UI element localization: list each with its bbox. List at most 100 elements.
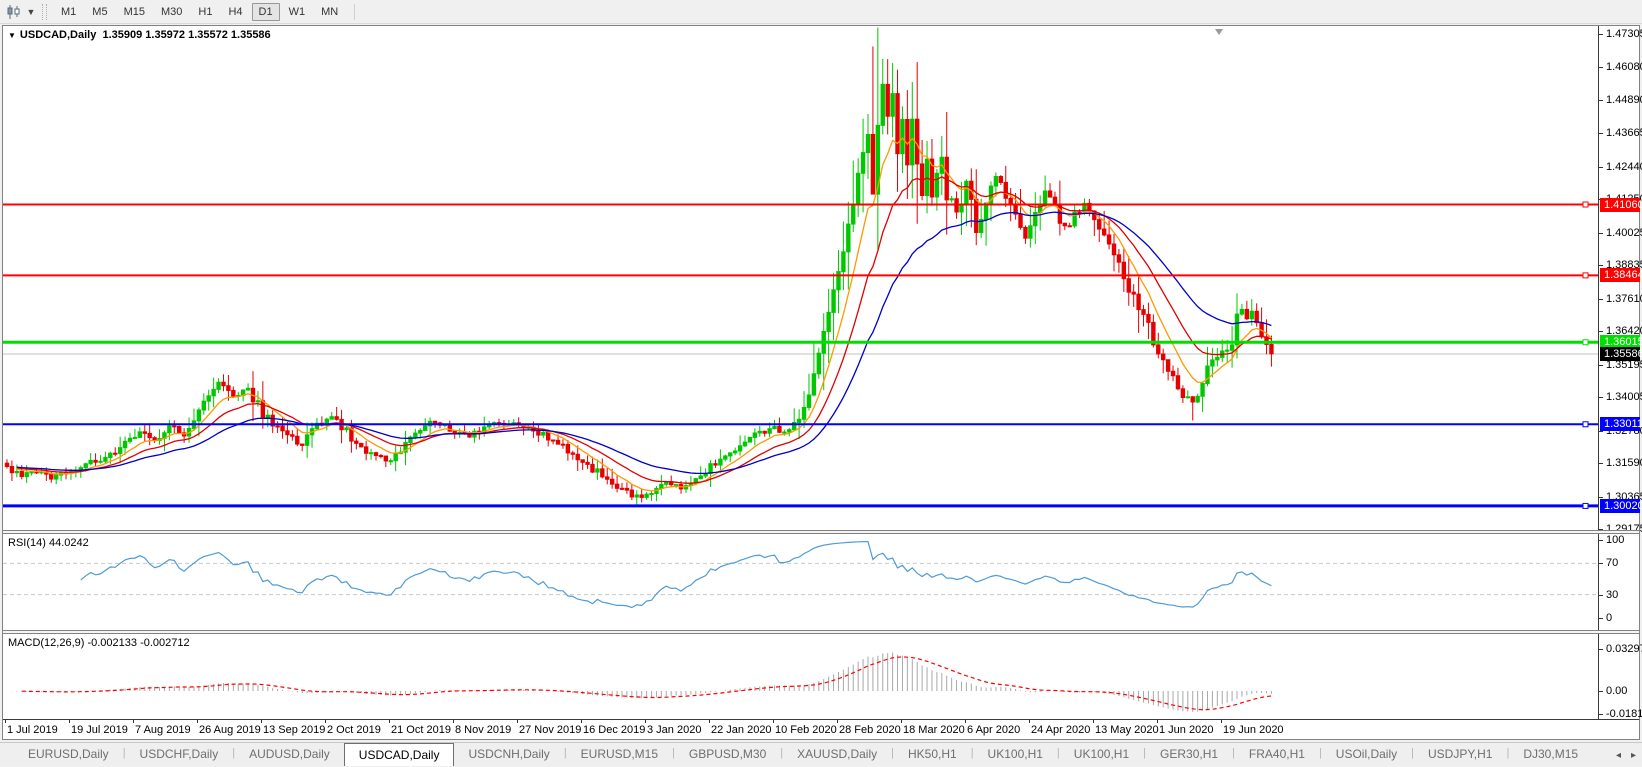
chart-tab-usdcaddaily[interactable]: USDCAD,Daily [343, 743, 455, 766]
price-axis-tick [1599, 529, 1603, 530]
tab-scroll-left-icon[interactable]: ◂ [1615, 749, 1621, 761]
chart-symbol-label: USDCAD,Daily [19, 29, 97, 41]
rsi-axis-tick [1599, 618, 1603, 619]
price-axis-label: 1.42440 [1606, 161, 1642, 173]
medium-ma-line [16, 176, 1272, 484]
price-badge-1.30020: 1.30020 [1600, 499, 1642, 513]
price-axis-tick [1599, 265, 1603, 266]
tab-separator: | [1232, 747, 1235, 759]
price-axis: 1.473051.460801.448901.436651.424401.412… [1598, 26, 1642, 535]
chart-tab-bar: EURUSD,Daily | USDCHF,Daily | AUDUSD,Daily US… [0, 742, 1642, 766]
chart-tab-usdjpyh1[interactable]: USDJPY,H1 [1428, 747, 1493, 761]
tab-separator: | [1056, 747, 1060, 759]
tab-separator: | [232, 747, 236, 759]
chart-tab-usoildaily[interactable]: USOil,Daily [1335, 747, 1398, 761]
time-axis-tick [709, 720, 710, 723]
pane-splitter[interactable] [3, 530, 1639, 534]
chart-tab-eurusddaily[interactable]: EURUSD,Daily [28, 747, 109, 761]
time-axis-label: 28 Feb 2020 [839, 724, 901, 736]
time-axis-tick [581, 720, 582, 723]
current-price-badge: 1.35586 [1600, 347, 1642, 361]
chart-tab-dj30m15[interactable]: DJ30,M15 [1523, 747, 1579, 761]
macd-histogram [11, 652, 1272, 712]
chart-tab-hk50h1[interactable]: HK50,H1 [907, 747, 957, 761]
time-axis-tick [965, 720, 966, 723]
price-axis-label: 1.44890 [1606, 94, 1642, 106]
price-chart-pane[interactable] [3, 26, 1598, 530]
tab-separator: | [891, 747, 894, 759]
chart-tab-gbpusdm30[interactable]: GBPUSD,M30 [688, 747, 767, 761]
chart-tabs: EURUSD,Daily | USDCHF,Daily | AUDUSD,Daily US… [14, 743, 1592, 766]
timeframe-button-m1[interactable]: M1 [61, 5, 77, 18]
price-axis-label: 1.46080 [1606, 61, 1642, 73]
timeframe-button-mn[interactable]: MN [321, 5, 339, 18]
time-axis-tick [197, 720, 198, 723]
chart-tab-audusddaily[interactable]: AUDUSD,Daily [249, 747, 330, 761]
price-axis-label: 1.34005 [1606, 391, 1642, 403]
time-axis-label: 3 Jan 2020 [647, 724, 702, 736]
macd-label: MACD(12,26,9) -0.002133 -0.002712 [8, 637, 190, 649]
time-axis-label: 26 Aug 2019 [199, 724, 261, 736]
rsi-axis-tick [1599, 540, 1603, 541]
timeframe-button-w1[interactable]: W1 [288, 5, 306, 18]
chart-tab-usdchfdaily[interactable]: USDCHF,Daily [139, 747, 219, 761]
tab-separator: | [1143, 747, 1147, 759]
time-axis-tick [645, 720, 646, 723]
time-axis-label: 1 Jul 2019 [7, 724, 58, 736]
tab-scroll-right-icon[interactable]: ▸ [1630, 749, 1636, 761]
timeframe-button-h4[interactable]: H4 [228, 5, 243, 18]
macd-indicator-pane[interactable] [3, 634, 1598, 719]
price-axis-tick [1599, 497, 1603, 498]
rsi-line [80, 541, 1272, 609]
candlestick-chart-icon[interactable] [4, 3, 24, 21]
toolbar-drag-handle[interactable] [42, 3, 47, 20]
tab-separator: | [1506, 747, 1510, 759]
hline-anchor-1.41060 [1582, 201, 1589, 208]
chevron-down-icon[interactable]: ▼ [26, 6, 36, 17]
rsi-label: RSI(14) 44.0242 [8, 537, 89, 549]
time-axis-tick [901, 720, 902, 723]
price-axis-tick [1599, 431, 1603, 432]
chart-tab-ger30h1[interactable]: GER30,H1 [1160, 747, 1219, 761]
time-axis-label: 13 May 2020 [1095, 724, 1159, 736]
chart-tab-fra40h1[interactable]: FRA40,H1 [1248, 747, 1305, 761]
macd-axis-label: -0.018154 [1606, 708, 1642, 720]
price-axis-tick [1599, 397, 1603, 398]
timeframe-button-h1[interactable]: H1 [198, 5, 213, 18]
chart-tab-uk100h1[interactable]: UK100,H1 [1073, 747, 1130, 761]
time-axis-label: 27 Nov 2019 [519, 724, 582, 736]
pane-splitter-2[interactable] [3, 630, 1639, 634]
time-axis-label: 22 Jan 2020 [711, 724, 772, 736]
price-axis-label: 1.47305 [1606, 28, 1642, 40]
price-axis-label: 1.37610 [1606, 293, 1642, 305]
timeframe-button-m5[interactable]: M5 [92, 5, 108, 18]
collapse-triangle-icon[interactable]: ▼ [8, 31, 16, 40]
time-axis-tick [389, 720, 390, 723]
price-axis-tick [1599, 233, 1603, 234]
chart-ohlc-values: 1.35909 1.35972 1.35572 1.35586 [102, 29, 271, 41]
time-axis-tick [453, 720, 454, 723]
tab-separator: | [780, 747, 784, 759]
chart-tab-xauusddaily[interactable]: XAUUSD,Daily [797, 747, 878, 761]
price-axis-tick [1599, 100, 1603, 101]
macd-signal-line [21, 656, 1272, 711]
timeframe-button-m15[interactable]: M15 [123, 5, 145, 18]
time-axis-tick [69, 720, 70, 723]
timeframe-button-d1[interactable]: D1 [251, 2, 280, 21]
time-axis-tick [5, 720, 6, 723]
slow-ma-line [16, 211, 1272, 475]
chart-tab-usdcnhdaily[interactable]: USDCNH,Daily [468, 747, 550, 761]
time-axis-tick [1029, 720, 1030, 723]
chart-tab-uk100h1[interactable]: UK100,H1 [987, 747, 1043, 761]
rsi-axis-label: 70 [1606, 557, 1619, 569]
fast-ma-line [16, 137, 1272, 492]
hline-anchor-1.30020 [1582, 502, 1589, 509]
timeframe-button-m30[interactable]: M30 [160, 5, 183, 18]
price-axis-tick [1599, 34, 1603, 35]
time-axis-label: 2 Oct 2019 [327, 724, 381, 736]
rsi-indicator-pane[interactable] [3, 534, 1598, 630]
rsi-axis-label: 30 [1606, 589, 1619, 601]
chart-window: 1.473051.460801.448901.436651.424401.412… [2, 25, 1642, 740]
chart-tab-eurusdm15[interactable]: EURUSD,M15 [580, 747, 659, 761]
price-badge-1.38464: 1.38464 [1600, 268, 1642, 282]
